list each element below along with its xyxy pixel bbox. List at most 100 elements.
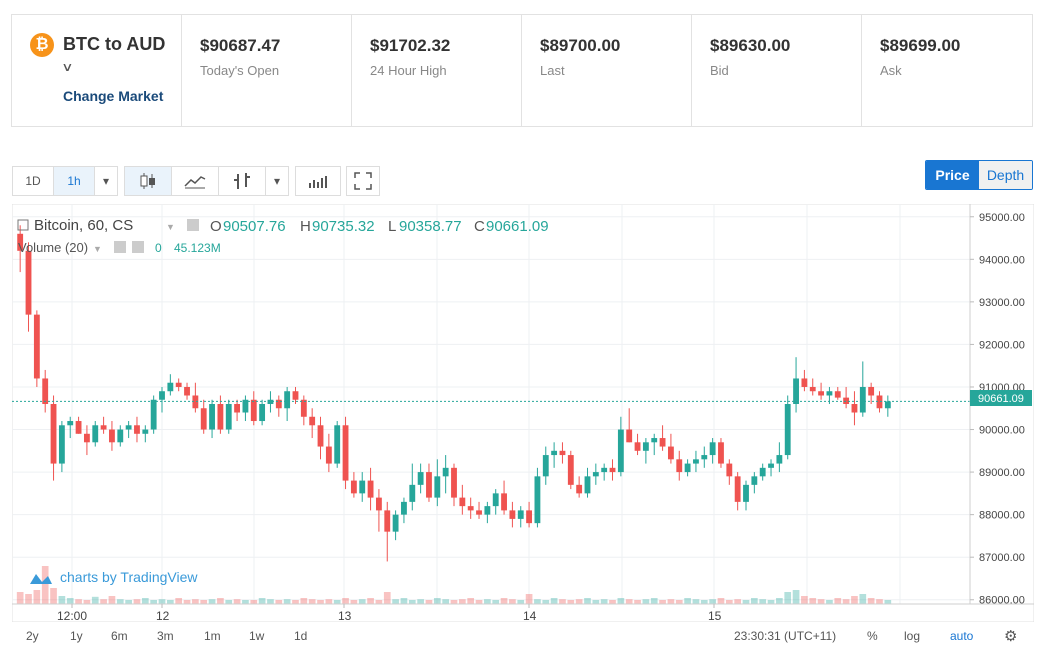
stat-last: $89700.00 Last bbox=[522, 15, 692, 126]
volume-bar bbox=[100, 599, 107, 604]
market-selector[interactable]: ₿ BTC to AUD ∨ Change Market bbox=[12, 15, 182, 126]
volume-bar bbox=[851, 596, 858, 604]
candle-body bbox=[367, 480, 374, 498]
auto-toggle[interactable]: auto bbox=[950, 629, 974, 643]
candle-body bbox=[601, 467, 608, 473]
range-1w[interactable]: 1w bbox=[249, 629, 265, 643]
candles-style-button[interactable] bbox=[124, 166, 172, 196]
volume-bar bbox=[484, 599, 491, 604]
volume-bar bbox=[700, 600, 708, 604]
volume-bar bbox=[408, 600, 416, 604]
volume-bar bbox=[442, 599, 449, 604]
candle-body bbox=[701, 455, 708, 460]
fullscreen-button[interactable] bbox=[346, 166, 380, 196]
gear-icon[interactable]: ⚙ bbox=[1004, 628, 1018, 645]
volume-bar bbox=[609, 600, 616, 604]
style-dropdown-button[interactable]: ▾ bbox=[265, 166, 289, 196]
stat-label: Ask bbox=[880, 63, 902, 78]
close-label: C bbox=[474, 218, 485, 235]
settings-icon[interactable] bbox=[187, 219, 199, 231]
volume-bar bbox=[725, 600, 733, 604]
volume-bar bbox=[634, 600, 641, 604]
line-style-button[interactable] bbox=[171, 166, 219, 196]
bottom-toolbar: 2y 1y 6m 3m 1m 1w 1d 23:30:31 (UTC+11) %… bbox=[12, 624, 1034, 648]
volume-bar bbox=[167, 600, 174, 604]
caret-down-icon[interactable]: ▼ bbox=[93, 244, 102, 254]
range-1h-button[interactable]: 1h bbox=[53, 166, 95, 196]
depth-tab[interactable]: Depth bbox=[979, 161, 1032, 189]
price-depth-toggle: Price Depth bbox=[925, 160, 1033, 190]
volume-bar bbox=[567, 600, 575, 604]
volume-bar bbox=[283, 599, 291, 604]
volume-bar bbox=[267, 599, 274, 604]
range-2y[interactable]: 2y bbox=[26, 629, 39, 643]
indicators-button[interactable] bbox=[218, 166, 266, 196]
price-tab[interactable]: Price bbox=[926, 161, 979, 189]
volume-bar bbox=[325, 599, 333, 604]
close-icon[interactable] bbox=[132, 241, 144, 253]
chevron-down-icon[interactable]: ∨ bbox=[61, 60, 74, 74]
volume-bar bbox=[650, 598, 658, 604]
volume-bar bbox=[876, 599, 883, 604]
price-axis[interactable]: 95000.0094000.0093000.0092000.0091000.00… bbox=[970, 212, 1025, 607]
x-tick-label: 14 bbox=[523, 609, 537, 622]
range-6m[interactable]: 6m bbox=[111, 629, 128, 643]
volume-bar bbox=[509, 599, 516, 604]
interval-dropdown-button[interactable]: ▾ bbox=[94, 166, 118, 196]
volume-bar bbox=[717, 598, 725, 604]
candle-body bbox=[743, 484, 749, 502]
market-title[interactable]: BTC to AUD bbox=[63, 34, 166, 54]
volume-bar bbox=[525, 594, 533, 604]
volume-bar bbox=[41, 566, 49, 604]
candle-body bbox=[167, 382, 174, 392]
candle-body bbox=[559, 450, 566, 456]
stat-label: Last bbox=[540, 63, 565, 78]
volume-bar bbox=[83, 600, 91, 604]
candle-body bbox=[267, 399, 274, 404]
settings-icon[interactable] bbox=[114, 241, 126, 253]
volume-bar bbox=[308, 599, 316, 604]
range-1m[interactable]: 1m bbox=[204, 629, 221, 643]
percent-toggle[interactable]: % bbox=[867, 629, 878, 643]
candle-body bbox=[175, 382, 182, 387]
time-axis[interactable]: 12:00 12 13 14 15 bbox=[57, 604, 722, 622]
tradingview-watermark[interactable]: charts by TradingView bbox=[30, 569, 198, 585]
log-toggle[interactable]: log bbox=[904, 629, 921, 643]
volume-bar bbox=[759, 599, 767, 604]
collapse-legend-icon[interactable] bbox=[17, 219, 29, 231]
x-tick-label: 12 bbox=[156, 609, 170, 622]
change-market-link[interactable]: Change Market bbox=[63, 88, 164, 104]
candle-body bbox=[33, 314, 40, 379]
range-1d-button[interactable]: 1D bbox=[12, 166, 54, 196]
volume-bar bbox=[884, 600, 892, 604]
volume-bar bbox=[158, 599, 166, 604]
caret-down-icon[interactable]: ▼ bbox=[166, 222, 175, 232]
caret-down-icon: ▾ bbox=[102, 174, 110, 188]
studies-button[interactable] bbox=[295, 166, 341, 196]
candle-body bbox=[642, 442, 649, 451]
volume-bar bbox=[91, 596, 99, 604]
candle-body bbox=[718, 442, 724, 464]
price-chart[interactable]: 95000.0094000.0093000.0092000.0091000.00… bbox=[12, 204, 1034, 622]
clock[interactable]: 23:30:31 (UTC+11) bbox=[734, 629, 837, 643]
low-label: L bbox=[388, 218, 396, 235]
candle-body bbox=[92, 425, 99, 443]
candle-body bbox=[567, 455, 574, 485]
candle-body bbox=[793, 378, 799, 404]
legend: Bitcoin, 60, CS ▼ O 90507.76 H 90735.32 … bbox=[17, 217, 549, 255]
candle-body bbox=[209, 404, 215, 430]
open-label: O bbox=[210, 218, 222, 235]
candle-body bbox=[843, 397, 850, 404]
range-1y[interactable]: 1y bbox=[70, 629, 83, 643]
candle-body bbox=[818, 391, 825, 396]
volume-bar bbox=[842, 599, 850, 604]
volume-bar bbox=[784, 592, 792, 604]
volume-bar bbox=[859, 594, 867, 604]
volume-bar bbox=[817, 599, 825, 604]
range-3m[interactable]: 3m bbox=[157, 629, 174, 643]
candle-body bbox=[317, 425, 324, 447]
volume-bar bbox=[383, 592, 391, 604]
candle-body bbox=[651, 438, 658, 443]
stat-bid: $89630.00 Bid bbox=[692, 15, 862, 126]
range-1d[interactable]: 1d bbox=[294, 629, 308, 643]
